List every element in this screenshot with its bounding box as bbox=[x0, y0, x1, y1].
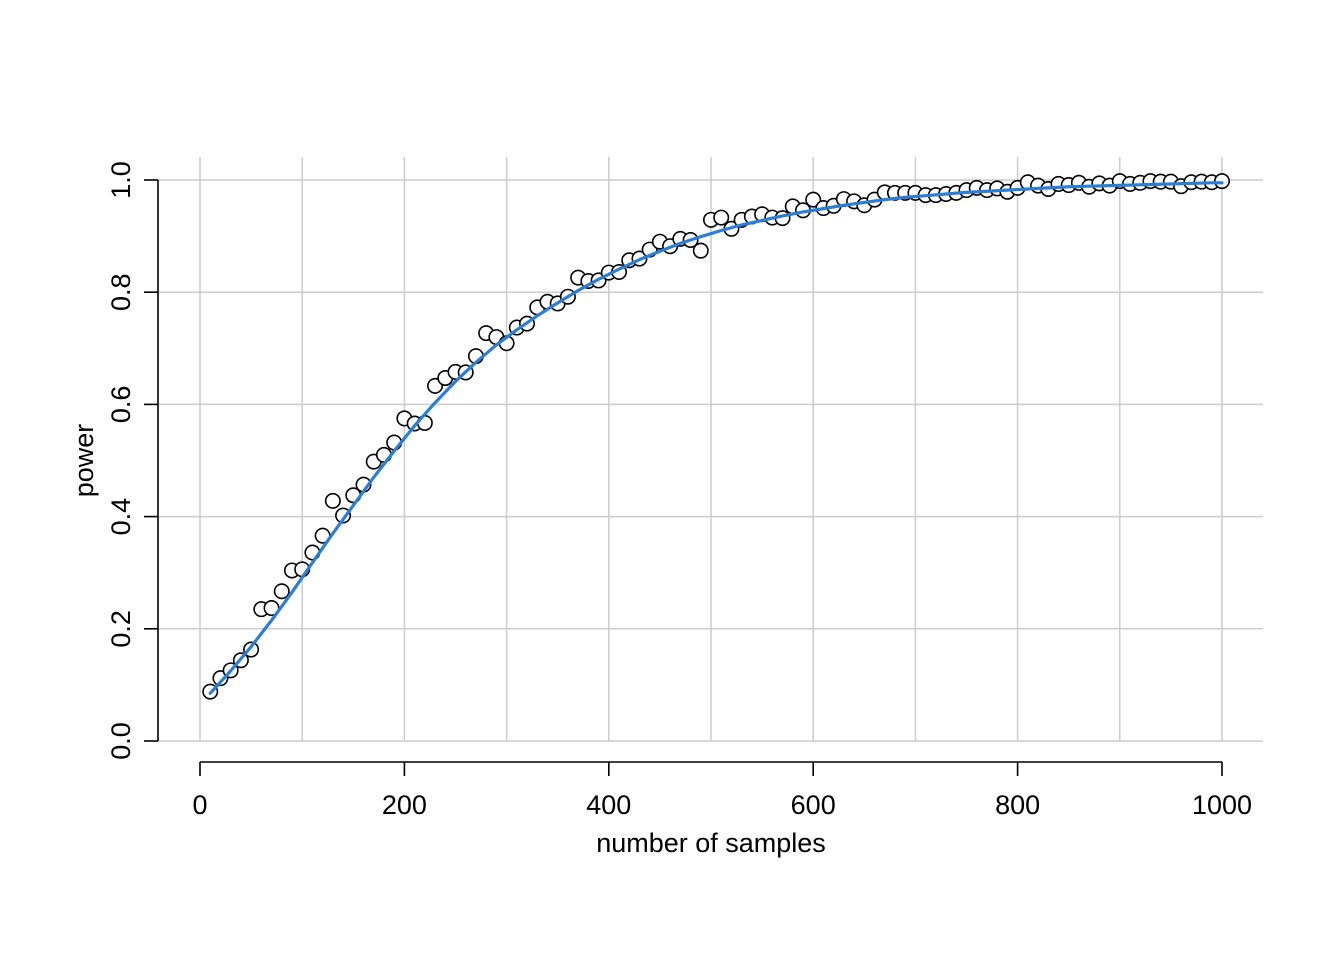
y-tick-label: 0.6 bbox=[106, 386, 136, 424]
x-tick-label: 200 bbox=[382, 790, 427, 820]
data-point bbox=[324, 492, 341, 509]
y-tick-label: 0.8 bbox=[106, 273, 136, 311]
y-tick-label: 0.0 bbox=[106, 722, 136, 760]
y-axis-title: power bbox=[69, 424, 99, 498]
data-point bbox=[692, 242, 709, 259]
x-tick-label: 600 bbox=[791, 790, 836, 820]
fitted-curve-line bbox=[208, 181, 1224, 695]
x-axis-ticks: 0 200 400 600 800 1000 bbox=[192, 762, 1252, 820]
x-tick-label: 1000 bbox=[1192, 790, 1252, 820]
y-tick-label: 0.2 bbox=[106, 610, 136, 648]
x-tick-label: 800 bbox=[995, 790, 1040, 820]
y-tick-label: 0.4 bbox=[106, 498, 136, 536]
x-axis-title: number of samples bbox=[596, 828, 826, 858]
data-point bbox=[713, 209, 730, 226]
axes bbox=[157, 180, 1222, 763]
data-point bbox=[1214, 173, 1231, 190]
y-tick-label: 1.0 bbox=[106, 161, 136, 199]
data-point bbox=[805, 191, 822, 208]
data-point bbox=[273, 583, 290, 600]
x-tick-label: 400 bbox=[586, 790, 631, 820]
scatter-points bbox=[202, 173, 1231, 700]
y-axis-ticks: 0.0 0.2 0.4 0.6 0.8 1.0 bbox=[106, 161, 158, 760]
grid bbox=[158, 157, 1263, 742]
x-tick-label: 0 bbox=[192, 790, 207, 820]
